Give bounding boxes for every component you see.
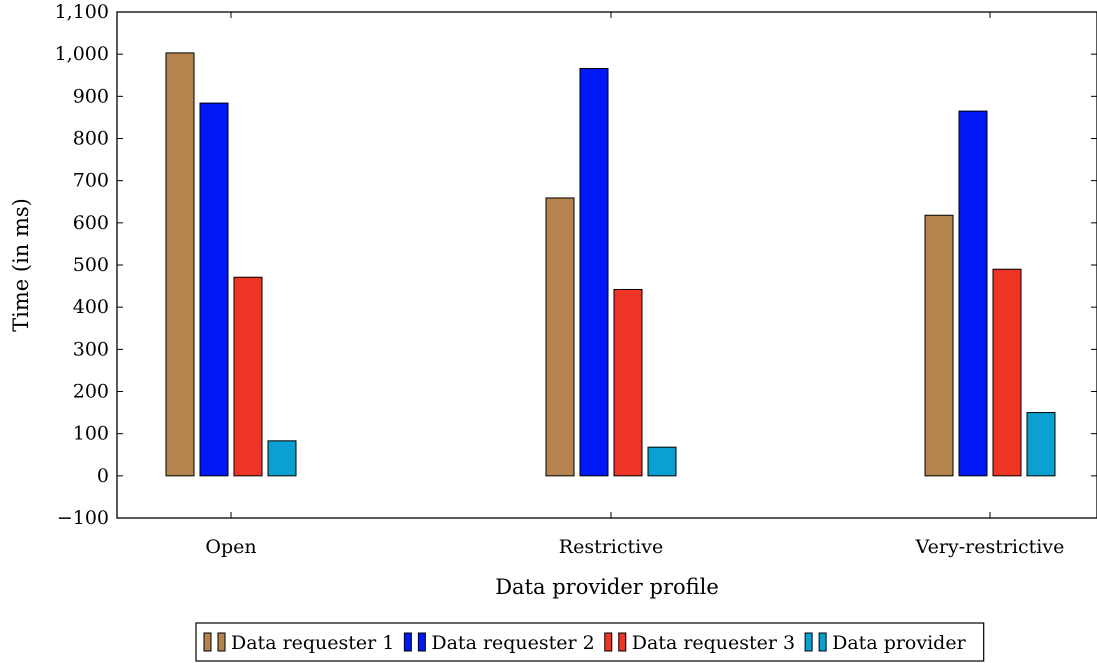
y-tick-label: 100 [73,423,109,445]
legend-swatch [417,632,426,652]
legend-swatch [217,632,226,652]
x-tick-label: Restrictive [559,536,663,558]
y-tick-label: 500 [73,254,109,276]
bar [165,52,195,477]
bars [165,52,1056,477]
legend-swatch [618,632,627,652]
legend-label: Data requester 3 [632,632,795,654]
legend-swatch [403,632,412,652]
legend-swatch [818,632,827,652]
bar [924,214,954,477]
legend-swatch [604,632,613,652]
y-tick-label: 600 [73,212,109,234]
x-tick-label: Open [205,536,256,558]
legend-swatch [804,632,813,652]
legend-label: Data requester 2 [431,632,594,654]
bar [545,197,575,477]
legend-label: Data provider [832,632,966,654]
legend-swatch [203,632,212,652]
y-tick-label: 400 [73,296,109,318]
legend-frame [195,622,985,662]
bar [1026,412,1056,477]
y-tick-label: 200 [73,381,109,403]
y-tick-label: 300 [73,338,109,360]
y-tick-label: 800 [73,128,109,150]
y-tick-label: 1,000 [55,43,109,65]
y-tick-label: 0 [97,465,109,487]
bar [613,288,643,477]
bar [958,110,988,477]
bar [647,446,677,477]
y-tick-label: −100 [57,507,109,529]
bar [199,102,229,477]
legend: Data requester 1 Data requester 2 Data req… [195,622,985,662]
plot-frame [116,11,1097,519]
legend-label: Data requester 1 [231,632,394,654]
x-axis: Open Restrictive Very-restrictive [205,12,1064,558]
bar [579,68,609,477]
y-tick-label: 700 [73,170,109,192]
bar [233,276,263,477]
y-axis: −100 0 100 200 300 400 500 600 700 800 900 1,000 1,1… [55,1,1097,529]
x-tick-label: Very-restrictive [915,536,1065,558]
bar [267,440,297,477]
y-tick-label: 1,100 [55,1,109,23]
y-axis-label: Time (in ms) [9,198,33,332]
y-tick-label: 900 [73,85,109,107]
x-axis-label: Data provider profile [495,575,719,599]
bar [992,268,1022,477]
